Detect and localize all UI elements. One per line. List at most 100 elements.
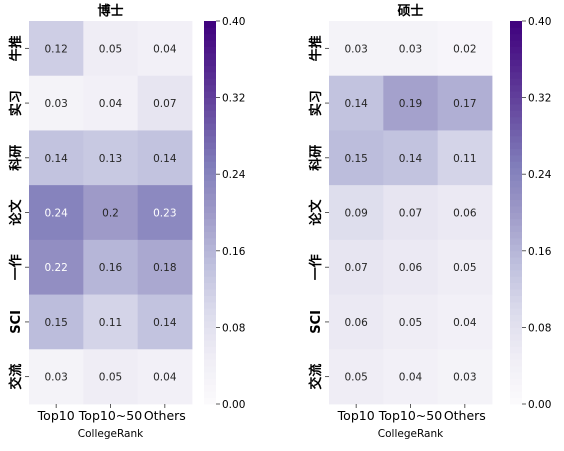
cell-value-label: 0.05 xyxy=(344,372,367,384)
heatmap-cell xyxy=(437,185,493,241)
colorbar-segment xyxy=(204,365,216,373)
colorbar-segment xyxy=(510,327,522,335)
colorbar-segment xyxy=(204,314,216,322)
colorbar-segment xyxy=(204,199,216,207)
colorbar-segment xyxy=(510,225,522,233)
heatmap-cell xyxy=(29,130,84,186)
colorbar-segment xyxy=(510,206,522,213)
cell-value-label: 0.04 xyxy=(453,317,477,329)
heatmap-cell xyxy=(437,349,493,405)
colorbar-segment xyxy=(510,65,522,73)
cell-value-label: 0.07 xyxy=(344,262,367,274)
colorbar-segment xyxy=(510,167,522,175)
cell-value-label: 0.02 xyxy=(453,43,476,55)
colorbar-segment xyxy=(510,46,522,54)
heatmap-cell xyxy=(29,294,84,350)
y-tick-label: 实习 xyxy=(308,90,324,116)
cell-value-label: 0.03 xyxy=(44,98,67,110)
cell-value-label: 0.05 xyxy=(99,372,122,384)
colorbar-tick-label: 0.08 xyxy=(528,322,551,334)
colorbar-segment xyxy=(510,365,522,373)
colorbar-segment xyxy=(510,289,522,296)
y-tick-label: 科研 xyxy=(308,145,324,171)
x-axis-label: CollegeRank xyxy=(78,428,144,440)
colorbar-segment xyxy=(204,103,216,111)
colorbar-segment xyxy=(204,148,216,156)
heatmap-cell xyxy=(137,75,193,131)
cell-value-label: 0.05 xyxy=(99,43,122,55)
colorbar-segment xyxy=(510,199,522,207)
colorbar-tick-label: 0.16 xyxy=(222,246,246,258)
cell-value-label: 0.15 xyxy=(44,317,67,329)
heatmap-cell xyxy=(137,294,193,350)
panel-title: 博士 xyxy=(97,3,123,19)
cell-value-label: 0.05 xyxy=(399,317,422,329)
heatmap-cell xyxy=(137,349,193,405)
x-tick-label: Others xyxy=(144,408,186,423)
colorbar-segment xyxy=(510,321,522,328)
colorbar-segment xyxy=(510,21,522,28)
colorbar-segment xyxy=(510,308,522,316)
colorbar-segment xyxy=(510,33,522,41)
cell-value-label: 0.11 xyxy=(453,153,476,165)
cell-value-label: 0.07 xyxy=(399,208,422,220)
cell-value-label: 0.23 xyxy=(153,208,176,220)
cell-value-label: 0.19 xyxy=(399,98,422,110)
heatmap-cell xyxy=(83,294,139,350)
heatmap-cell xyxy=(137,21,193,77)
colorbar-segment xyxy=(510,238,522,245)
colorbar-segment xyxy=(510,129,522,137)
heatmap-cell xyxy=(383,21,439,77)
colorbar-segment xyxy=(510,282,522,290)
colorbar-segment xyxy=(204,97,216,105)
colorbar-segment xyxy=(510,59,522,67)
colorbar-segment xyxy=(204,129,216,137)
colorbar-tick-label: 0.24 xyxy=(222,169,246,181)
colorbar-segment xyxy=(510,384,522,392)
colorbar-segment xyxy=(204,135,216,143)
colorbar-segment xyxy=(510,97,522,105)
colorbar-segment xyxy=(204,116,216,124)
colorbar-segment xyxy=(204,340,216,347)
colorbar-segment xyxy=(204,289,216,296)
colorbar-segment xyxy=(510,135,522,143)
y-tick-label: 牛推 xyxy=(8,35,24,61)
cell-value-label: 0.03 xyxy=(453,372,476,384)
colorbar-segment xyxy=(510,372,522,379)
y-tick-label: 科研 xyxy=(8,145,24,171)
heatmap-cell xyxy=(329,185,384,241)
y-tick-label: SCI xyxy=(9,310,24,334)
colorbar-segment xyxy=(510,244,522,252)
cell-value-label: 0.24 xyxy=(44,208,68,220)
colorbar-segment xyxy=(510,174,522,181)
cell-value-label: 0.07 xyxy=(153,98,176,110)
heatmap-cell xyxy=(83,75,139,131)
cell-value-label: 0.11 xyxy=(99,317,122,329)
colorbar-segment xyxy=(204,155,216,162)
colorbar-segment xyxy=(510,40,522,47)
colorbar-segment xyxy=(204,40,216,47)
colorbar-segment xyxy=(204,333,216,341)
heatmap-cell xyxy=(83,349,139,405)
colorbar-segment xyxy=(204,231,216,239)
colorbar-segment xyxy=(204,174,216,181)
colorbar-segment xyxy=(510,180,522,188)
colorbar-segment xyxy=(204,321,216,328)
heatmap-cell xyxy=(437,130,493,186)
heatmap-cell xyxy=(29,185,84,241)
colorbar-segment xyxy=(204,91,216,98)
y-tick-label: SCI xyxy=(309,310,324,334)
colorbar-segment xyxy=(204,352,216,360)
colorbar-segment xyxy=(204,301,216,309)
cell-value-label: 0.14 xyxy=(399,153,423,165)
colorbar-segment xyxy=(510,359,522,367)
colorbar-segment xyxy=(510,269,522,277)
heatmap-cell xyxy=(83,185,139,241)
colorbar-segment xyxy=(204,263,216,271)
colorbar-segment xyxy=(510,295,522,303)
heatmap-cell xyxy=(437,21,493,77)
heatmap-cell xyxy=(329,130,384,186)
colorbar-segment xyxy=(510,52,522,60)
cell-value-label: 0.13 xyxy=(99,153,122,165)
colorbar-segment xyxy=(510,103,522,111)
